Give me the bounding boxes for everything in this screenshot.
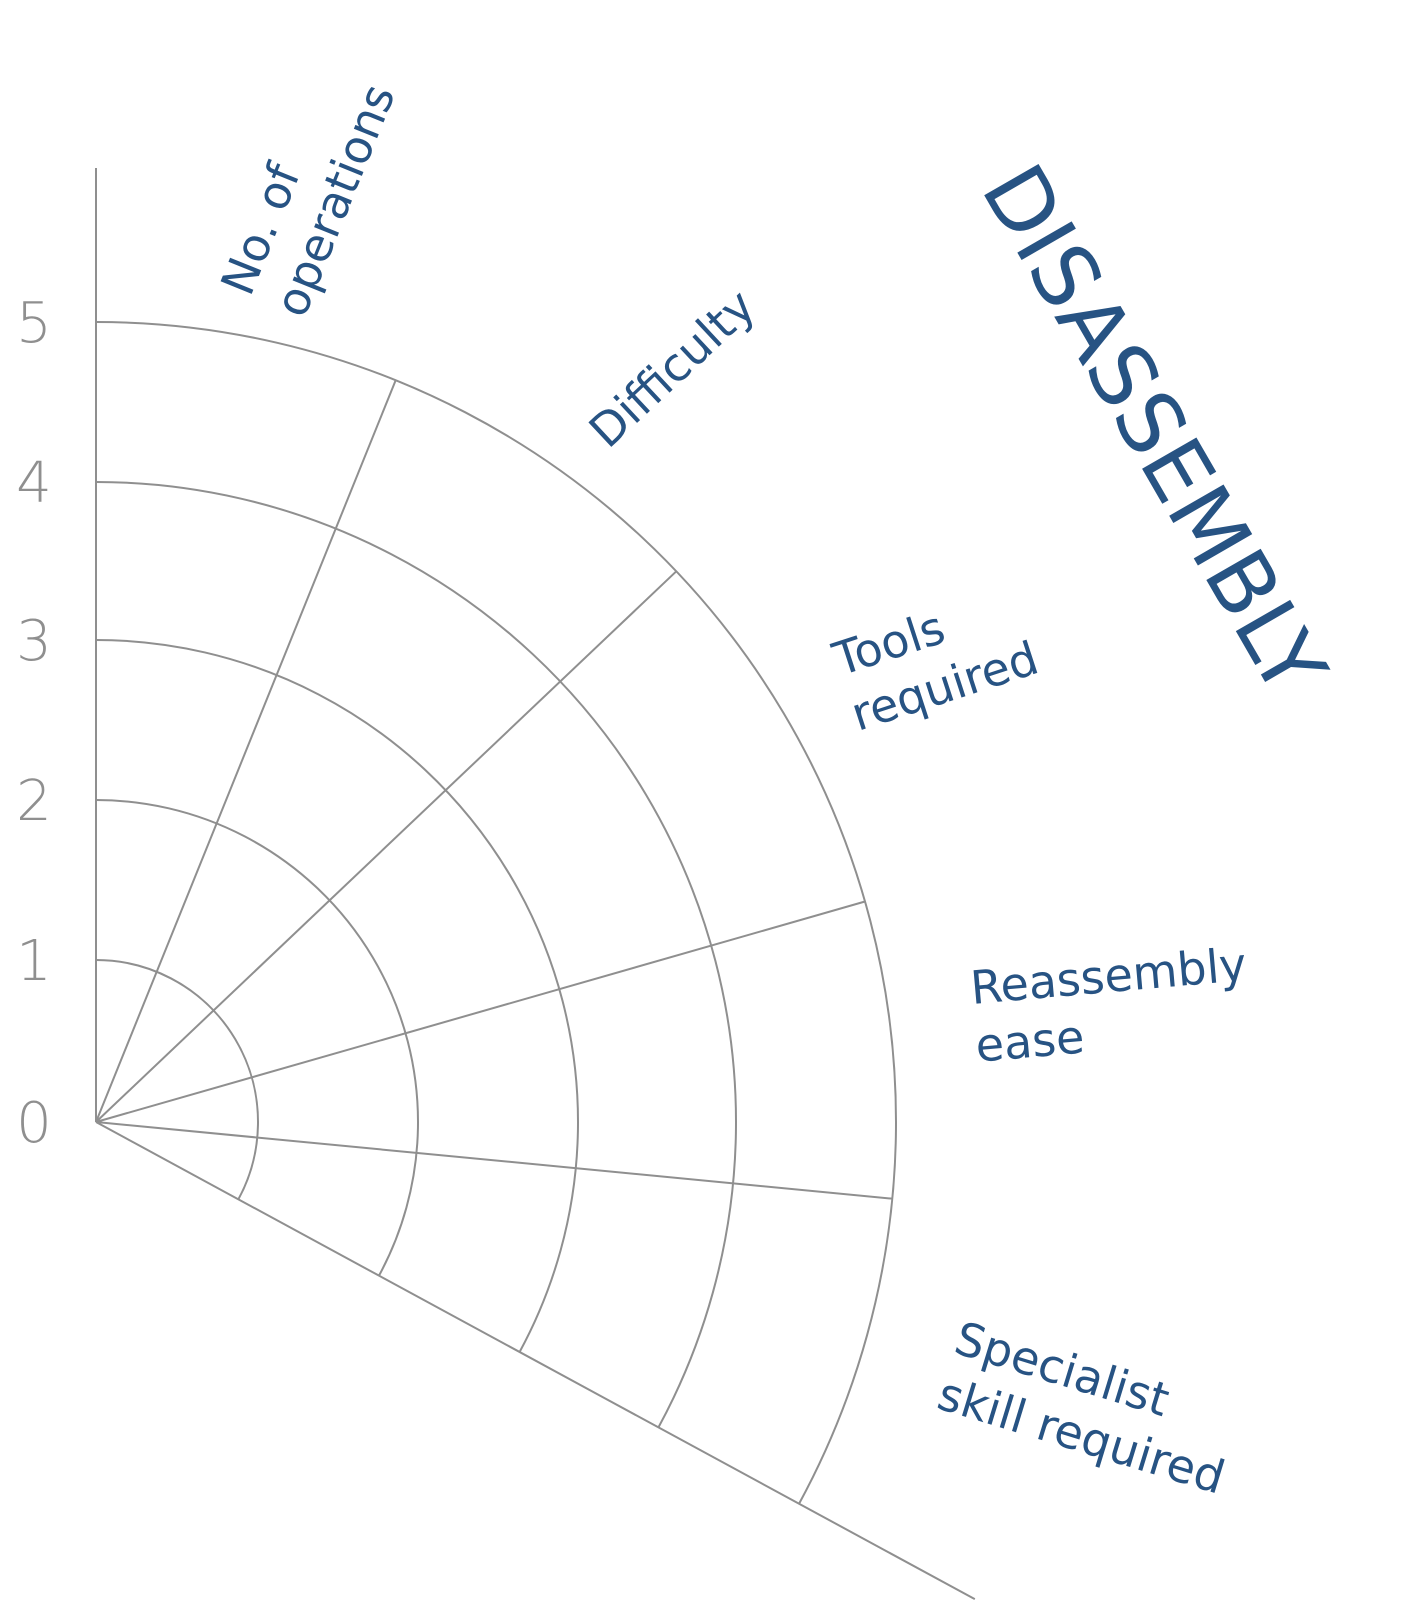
scale-label-2: 2 [16, 769, 52, 834]
category-label-line: ease [973, 1009, 1086, 1072]
spoke-1 [95, 379, 397, 1123]
scale-label-1: 1 [16, 929, 52, 994]
category-label-line: Reassembly [968, 937, 1248, 1015]
spoke-2 [95, 570, 677, 1123]
ring-5 [95, 321, 897, 1505]
ring-1 [95, 959, 259, 1200]
scale-label-3: 3 [16, 609, 52, 674]
category-label-line: Difficulty [579, 279, 766, 458]
spoke-4 [95, 1121, 893, 1200]
spoke-3 [95, 900, 866, 1123]
spoke-5 [95, 1121, 976, 1601]
diagram-title: DISASSEMBLY [962, 149, 1345, 712]
scale-label-4: 4 [16, 451, 52, 516]
scale-label-5: 5 [16, 291, 52, 356]
grid [95, 168, 976, 1601]
scale-labels: 0 1 2 3 4 5 [16, 291, 52, 1156]
ring-4 [95, 481, 737, 1428]
ring-2 [95, 799, 419, 1277]
ring-3 [95, 639, 579, 1353]
scale-label-0: 0 [16, 1091, 52, 1156]
category-label: Difficulty [579, 279, 766, 458]
